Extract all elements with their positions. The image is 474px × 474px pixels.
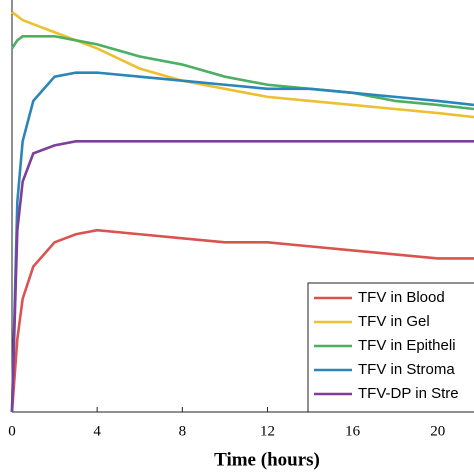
- x-tick-label: 4: [93, 423, 101, 439]
- line: [10, 71, 474, 413]
- legend-box: [307, 282, 474, 413]
- x-tick-label: 0: [8, 423, 16, 439]
- x-axis-label: Time (hours): [214, 449, 320, 470]
- x-tick-label: 16: [345, 423, 361, 439]
- line: [10, 140, 474, 413]
- legend-label: TFV in Stroma: [358, 361, 455, 378]
- legend-label: TFV in Epitheli: [358, 337, 456, 354]
- x-tick-label: 12: [260, 423, 275, 439]
- line: [10, 228, 474, 413]
- line: [10, 34, 474, 111]
- legend-label: TFV-DP in Stre: [358, 385, 459, 402]
- x-tick-label: 8: [179, 423, 187, 439]
- x-tick-label: 20: [430, 423, 445, 439]
- legend-label: TFV in Blood: [358, 289, 445, 306]
- line: [11, 11, 474, 119]
- legend: TFV in Blood TFV in Gel TFV in Epitheli TFV…: [307, 282, 474, 413]
- legend-label: TFV in Gel: [358, 313, 430, 330]
